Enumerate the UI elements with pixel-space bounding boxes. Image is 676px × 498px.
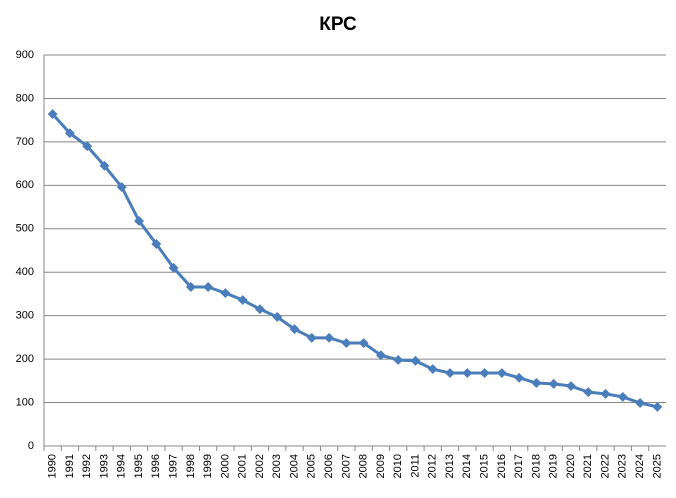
marker — [358, 338, 369, 348]
marker — [255, 304, 265, 315]
x-tick-label: 2001 — [237, 454, 249, 478]
x-tick-label: 2005 — [306, 454, 318, 478]
marker — [289, 324, 300, 335]
marker — [583, 387, 594, 398]
x-tick-label: 2009 — [375, 454, 387, 478]
marker — [324, 332, 335, 343]
marker — [134, 216, 144, 226]
x-tick-label: 1998 — [185, 454, 197, 478]
x-tick-label: 2008 — [358, 454, 370, 478]
x-tick-label: 2010 — [392, 454, 404, 478]
x-tick-label: 2006 — [323, 454, 335, 478]
marker — [116, 182, 127, 193]
marker — [479, 368, 490, 378]
x-tick-label: 2022 — [599, 454, 611, 478]
marker — [47, 109, 58, 120]
marker — [220, 288, 231, 299]
marker — [566, 381, 576, 391]
line — [51, 113, 658, 409]
x-tick-label: 2002 — [254, 454, 266, 478]
marker — [445, 368, 455, 378]
x-tick-label: 1991 — [64, 454, 76, 478]
y-tick-label: 200 — [16, 353, 34, 365]
y-tick-label: 500 — [16, 223, 34, 235]
marker — [185, 282, 196, 292]
x-tick-label: 1995 — [133, 454, 145, 478]
marker — [168, 262, 179, 273]
marker — [600, 388, 611, 399]
marker — [514, 372, 525, 383]
x-tick-label: 1997 — [167, 454, 179, 478]
x-tick-label: 2020 — [565, 454, 577, 478]
x-tick-label: 2018 — [530, 454, 542, 478]
y-tick-label: 900 — [16, 49, 34, 61]
chart-title: КРС — [319, 14, 357, 35]
marker — [635, 398, 646, 408]
x-tick-label: 2019 — [548, 454, 560, 478]
marker — [462, 368, 473, 378]
y-tick-label: 300 — [16, 310, 34, 322]
marker — [548, 378, 559, 389]
x-tick-label: 1996 — [150, 454, 162, 478]
x-tick-label: 1994 — [116, 454, 128, 478]
x-tick-label: 2024 — [634, 454, 646, 478]
x-tick-label: 1992 — [81, 454, 93, 478]
marker — [375, 350, 386, 361]
x-tick-label: 2007 — [340, 454, 352, 478]
y-tick-label: 0 — [28, 440, 34, 452]
x-tick-label: 2004 — [288, 454, 300, 478]
x-tick-label: 2023 — [617, 454, 629, 478]
x-tick-label: 2025 — [651, 454, 663, 478]
marker — [64, 128, 75, 139]
x-tick-label: 2011 — [409, 454, 421, 478]
marker — [652, 401, 663, 412]
marker — [341, 338, 352, 348]
marker — [617, 391, 628, 402]
x-tick-label: 1990 — [47, 454, 59, 478]
marker — [427, 364, 438, 375]
x-tick-label: 2021 — [582, 454, 594, 478]
y-tick-label: 100 — [16, 396, 34, 408]
y-tick-label: 800 — [16, 92, 34, 104]
marker — [531, 378, 542, 388]
y-tick-label: 700 — [16, 136, 34, 148]
marker — [82, 141, 93, 152]
x-tick-label: 2017 — [513, 454, 525, 478]
x-tick-label: 2015 — [478, 454, 490, 478]
marker — [151, 239, 162, 249]
marker — [410, 355, 421, 366]
marker — [237, 295, 248, 305]
marker — [306, 332, 317, 343]
x-tick-label: 2016 — [496, 454, 508, 478]
marker — [99, 160, 110, 171]
marker — [393, 355, 404, 365]
x-tick-label: 2013 — [444, 454, 456, 478]
y-tick-label: 600 — [16, 179, 34, 191]
marker — [203, 282, 214, 292]
x-tick-label: 1999 — [202, 454, 214, 478]
x-tick-label: 1993 — [98, 454, 110, 478]
x-tick-label: 2000 — [219, 454, 231, 478]
marker — [272, 312, 283, 322]
marker — [496, 368, 507, 378]
x-tick-label: 2012 — [427, 454, 439, 478]
x-tick-label: 2014 — [461, 454, 473, 478]
x-tick-label: 2003 — [271, 454, 283, 478]
y-tick-label: 400 — [16, 266, 34, 278]
